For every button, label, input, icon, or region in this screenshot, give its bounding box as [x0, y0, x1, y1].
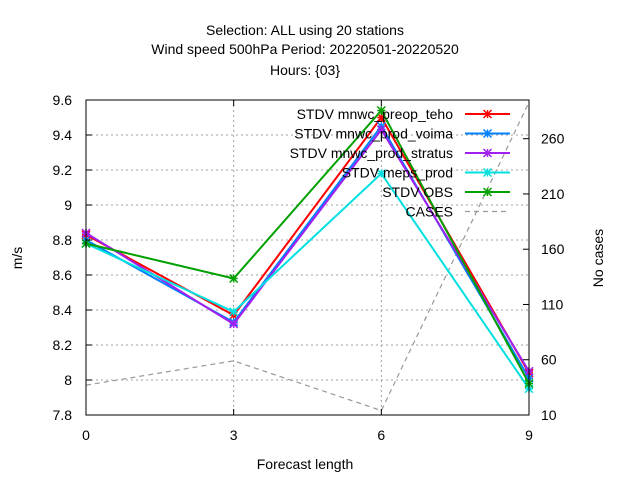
series-4-point	[229, 273, 239, 284]
title-line-2: Wind speed 500hPa Period: 20220501-20220…	[151, 41, 459, 57]
series-legend-3-point	[482, 167, 493, 178]
legend-label: STDV meps_prod	[342, 165, 453, 181]
y-axis-label: m/s	[9, 247, 25, 270]
x-tick-label: 0	[82, 427, 90, 443]
cases-line	[85, 101, 530, 412]
legend-label: CASES	[406, 204, 453, 220]
y-tick-label: 9.2	[53, 162, 73, 178]
series-2-point	[229, 319, 239, 329]
y-tick-label: 8.8	[53, 232, 73, 248]
y-tick-label: 8.4	[53, 302, 73, 318]
y-tick-label: 8.2	[53, 337, 73, 353]
y2-tick-label: 260	[541, 131, 565, 147]
y2-tick-label: 160	[541, 241, 565, 257]
series-2	[81, 125, 534, 376]
series-3-line	[85, 171, 530, 390]
series-3-point	[376, 168, 386, 179]
series-1-line	[85, 124, 530, 379]
series-legend-1-point	[482, 128, 493, 139]
y-tick-label: 7.8	[53, 407, 73, 423]
x-axis-label: Forecast length	[257, 456, 354, 472]
title-line-3: Hours: {03}	[270, 62, 340, 78]
y2-tick-label: 110	[541, 296, 564, 312]
y-tick-label: 9	[64, 197, 72, 213]
y-tick-label: 8.6	[53, 267, 73, 283]
legend-label: STDV mnwc_prod_stratus	[290, 145, 453, 161]
series-legend-4-point	[482, 187, 493, 197]
plot-frame	[85, 99, 530, 416]
x-tick-label: 9	[525, 427, 533, 443]
grid	[86, 100, 529, 415]
y2-tick-label: 210	[541, 186, 565, 202]
series-3	[81, 168, 534, 394]
series-2-line	[85, 127, 530, 372]
x-tick-label: 3	[230, 427, 238, 443]
y2-tick-label: 60	[541, 352, 557, 368]
title-line-1: Selection: ALL using 20 stations	[206, 22, 404, 38]
series-legend-2-point	[482, 148, 493, 158]
cases-series	[85, 101, 530, 412]
y2-axis-label: No cases	[590, 229, 606, 287]
series-legend-0-point	[482, 109, 493, 119]
axis-ticks: 0 3 6 9 7.8 8 8.2 8.4 8.6 8.8 9 9.2 9.4 9.6 10 60 110 160…	[53, 92, 565, 443]
y-tick-label: 8	[64, 372, 72, 388]
legend-label: STDV OBS	[382, 184, 453, 200]
series-4-line	[85, 108, 530, 384]
series-2-point	[376, 125, 386, 135]
legend: STDV mnwc_preop_teho STDV mnwc_prod_voima…	[290, 106, 510, 220]
series-3-point	[229, 307, 239, 317]
y-tick-label: 9.6	[53, 92, 73, 108]
y-tick-label: 9.4	[53, 127, 73, 143]
y2-tick-label: 10	[541, 407, 557, 423]
chart-title: Selection: ALL using 20 stations Wind sp…	[151, 22, 459, 78]
legend-label: STDV mnwc_preop_teho	[297, 106, 454, 122]
series-1	[81, 121, 534, 383]
legend-label: STDV mnwc_prod_voima	[294, 126, 453, 142]
series-4-point	[376, 105, 386, 116]
x-tick-label: 6	[377, 427, 385, 443]
